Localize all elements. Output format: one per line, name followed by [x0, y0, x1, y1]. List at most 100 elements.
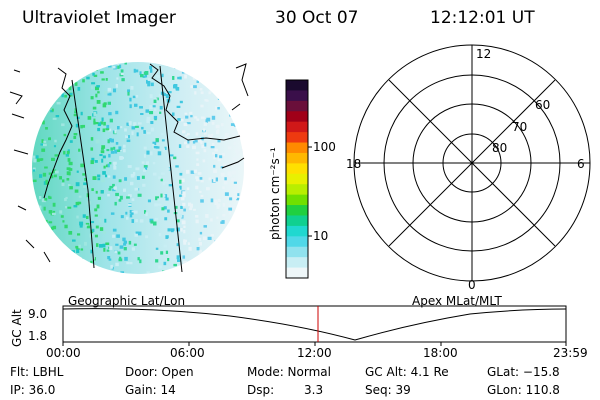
- emission-pixel: [127, 194, 132, 198]
- emission-pixel: [203, 225, 207, 228]
- emission-pixel: [176, 227, 180, 232]
- emission-pixel: [187, 242, 190, 246]
- emission-pixel: [199, 231, 203, 235]
- emission-pixel: [152, 162, 156, 165]
- emission-pixel: [113, 166, 117, 170]
- emission-pixel: [134, 187, 139, 191]
- emission-pixel: [131, 210, 136, 213]
- emission-pixel: [182, 202, 186, 207]
- emission-pixel: [134, 125, 139, 128]
- emission-pixel: [207, 236, 212, 240]
- emission-pixel: [112, 228, 117, 232]
- emission-pixel: [152, 141, 157, 146]
- timeline-y-tick: 9.0: [28, 307, 48, 321]
- emission-pixel: [183, 225, 186, 228]
- emission-pixel: [54, 170, 59, 174]
- emission-pixel: [101, 78, 105, 81]
- emission-pixel: [121, 78, 125, 82]
- emission-pixel: [108, 112, 112, 116]
- emission-pixel: [48, 137, 51, 141]
- emission-pixel: [206, 187, 210, 191]
- emission-pixel: [217, 129, 220, 133]
- colorbar-segment: [286, 100, 308, 112]
- emission-pixel: [68, 231, 73, 235]
- emission-pixel: [119, 245, 124, 249]
- emission-pixel: [204, 142, 207, 147]
- mlt-label-6: 6: [577, 157, 585, 171]
- emission-pixel: [39, 196, 42, 200]
- emission-pixel: [208, 134, 212, 139]
- emission-pixel: [210, 234, 214, 237]
- emission-pixel: [54, 154, 59, 157]
- colorbar-segment: [286, 225, 308, 237]
- emission-pixel: [44, 198, 48, 201]
- emission-pixel: [200, 194, 204, 198]
- emission-pixel: [42, 120, 45, 125]
- emission-pixel: [114, 149, 118, 154]
- emission-pixel: [97, 122, 102, 127]
- emission-pixel: [165, 197, 169, 201]
- emission-pixel: [228, 174, 232, 177]
- emission-pixel: [174, 205, 178, 209]
- emission-pixel: [147, 82, 151, 87]
- emission-pixel: [96, 204, 100, 209]
- colorbar-segment: [286, 236, 308, 248]
- emission-pixel: [99, 244, 103, 247]
- emission-pixel: [210, 198, 214, 203]
- emission-pixel: [116, 77, 119, 80]
- emission-pixel: [220, 166, 224, 169]
- emission-pixel: [196, 80, 200, 84]
- emission-pixel: [64, 224, 68, 229]
- emission-pixel: [222, 213, 226, 217]
- emission-pixel: [131, 219, 135, 223]
- emission-pixel: [45, 179, 48, 184]
- timeline-right-title: Apex MLat/MLT: [412, 294, 502, 308]
- emission-pixel: [195, 132, 199, 136]
- emission-pixel: [93, 120, 96, 125]
- emission-pixel: [194, 91, 197, 95]
- emission-pixel: [74, 82, 78, 86]
- emission-pixel: [195, 215, 199, 218]
- emission-pixel: [131, 247, 135, 251]
- emission-pixel: [195, 185, 199, 190]
- emission-pixel: [53, 210, 56, 214]
- emission-pixel: [153, 99, 157, 104]
- emission-pixel: [155, 196, 159, 201]
- colorbar-segment: [286, 215, 308, 227]
- emission-pixel: [231, 178, 236, 182]
- emission-pixel: [53, 174, 57, 178]
- emission-pixel: [80, 111, 83, 116]
- emission-pixel: [114, 250, 118, 253]
- colorbar-segment: [286, 111, 308, 123]
- emission-pixel: [52, 202, 56, 207]
- emission-pixel: [92, 106, 97, 110]
- emission-pixel: [112, 188, 116, 192]
- emission-pixel: [77, 201, 82, 205]
- emission-pixel: [54, 139, 57, 143]
- emission-pixel: [69, 186, 73, 190]
- time-label: 12:12:01 UT: [430, 8, 535, 28]
- emission-pixel: [176, 187, 180, 192]
- emission-pixel: [82, 214, 86, 218]
- emission-pixel: [39, 205, 42, 210]
- emission-pixel: [117, 196, 122, 200]
- emission-pixel: [144, 210, 147, 214]
- emission-pixel: [92, 72, 95, 76]
- emission-pixel: [234, 185, 238, 189]
- emission-pixel: [168, 238, 172, 241]
- emission-pixel: [197, 172, 202, 175]
- emission-pixel: [184, 112, 188, 115]
- seq-status: Seq: 39: [365, 383, 411, 397]
- emission-pixel: [180, 205, 183, 209]
- emission-pixel: [43, 181, 47, 185]
- emission-pixel: [205, 99, 209, 102]
- emission-pixel: [76, 249, 80, 253]
- emission-pixel: [143, 165, 148, 168]
- emission-pixel: [127, 91, 130, 96]
- emission-pixel: [136, 132, 139, 137]
- emission-pixel: [196, 247, 200, 251]
- emission-pixel: [178, 144, 182, 148]
- emission-pixel: [76, 215, 79, 219]
- emission-pixel: [213, 169, 217, 173]
- emission-pixel: [187, 140, 190, 144]
